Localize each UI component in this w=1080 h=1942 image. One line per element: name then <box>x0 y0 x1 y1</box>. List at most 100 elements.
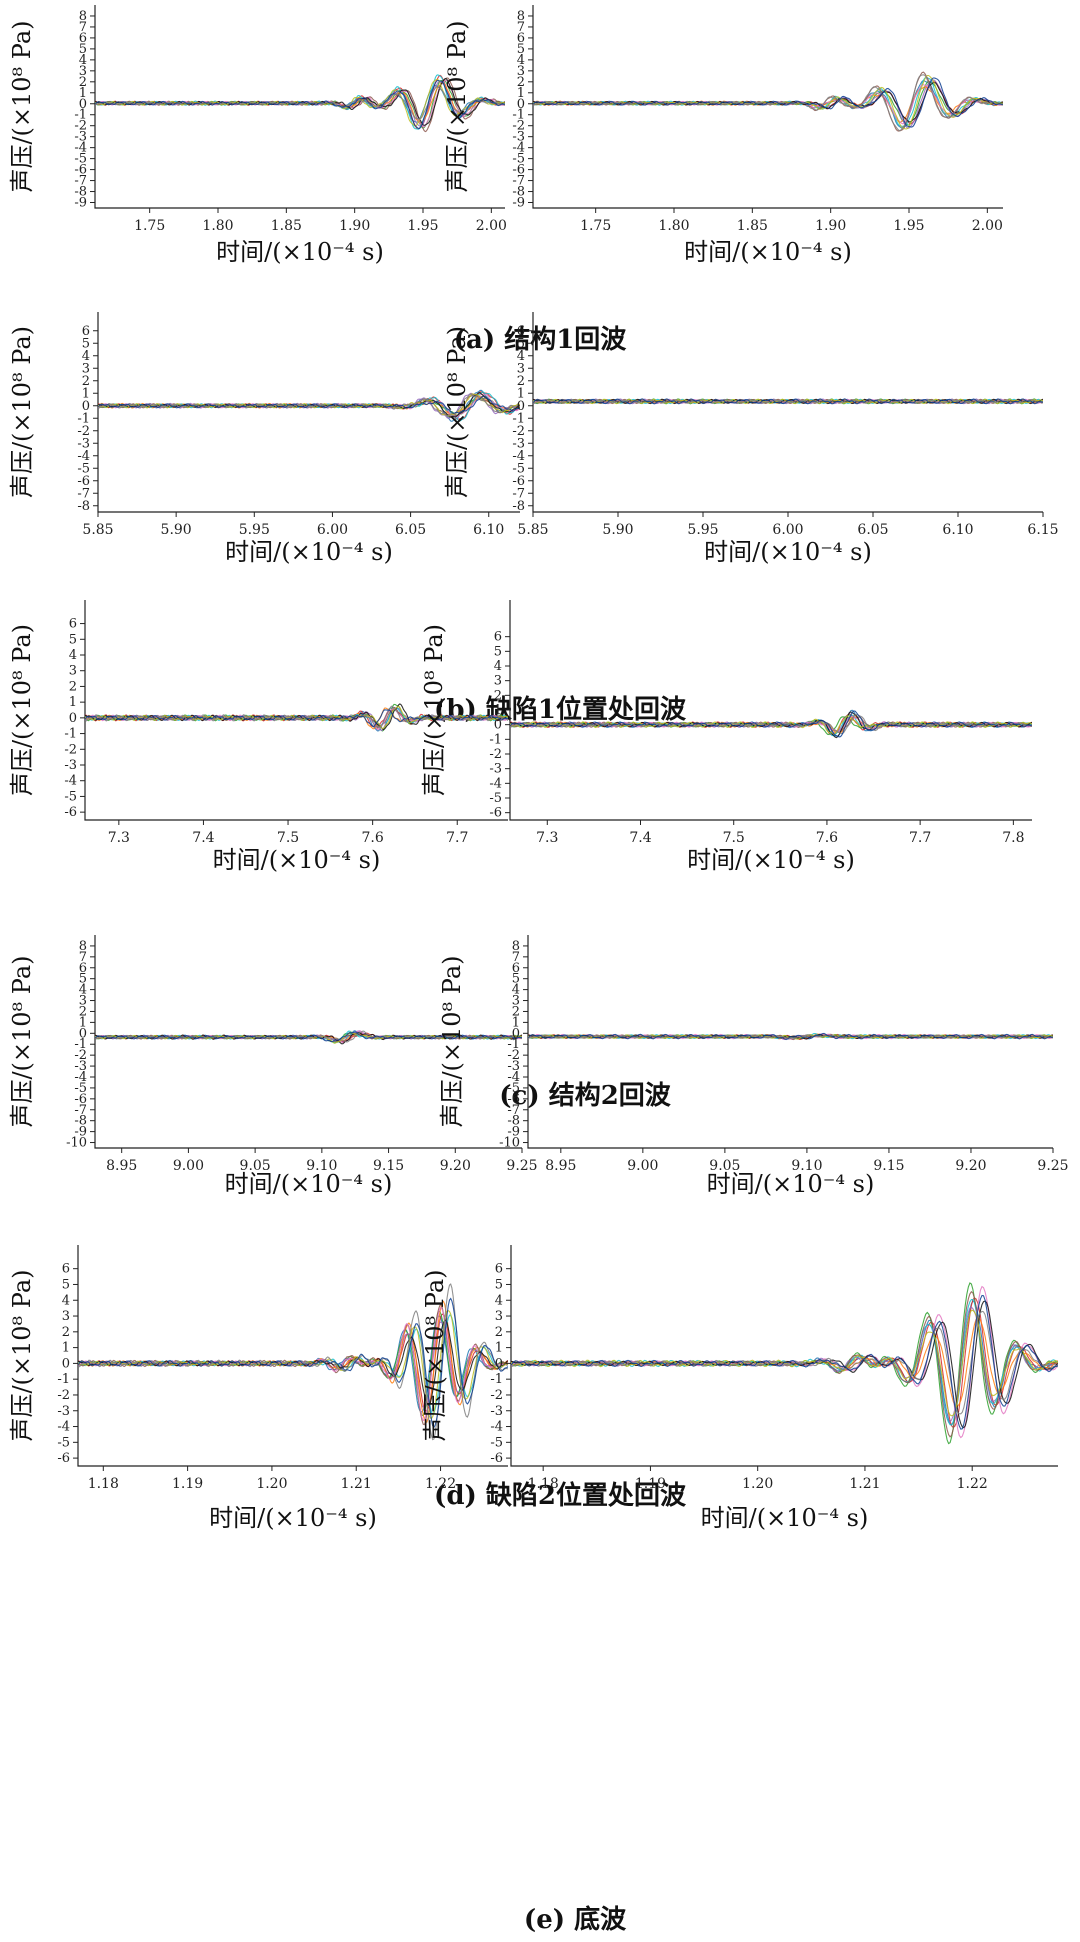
y-axis-label: 声压/(×10⁸ Pa) <box>421 1269 449 1441</box>
y-tick-label: 8 <box>79 939 87 954</box>
y-tick-label: 2 <box>79 1004 87 1019</box>
y-tick-label: -4 <box>512 449 525 464</box>
y-tick-label: -5 <box>74 152 87 167</box>
waveform-group <box>95 1030 522 1045</box>
waveform-series <box>533 398 1043 404</box>
y-tick-label: -6 <box>64 805 77 820</box>
y-tick-label: -4 <box>74 141 87 156</box>
y-tick-label: 6 <box>495 1262 503 1277</box>
y-tick-label: -2 <box>490 1388 503 1403</box>
waveform-series <box>511 1309 1058 1417</box>
x-tick-label: 9.25 <box>506 1158 537 1174</box>
y-tick-label: -7 <box>77 486 90 501</box>
x-axis-label: 时间/(×10⁻⁴ s) <box>684 238 852 266</box>
y-tick-label: 2 <box>82 374 90 389</box>
x-axis-label: 时间/(×10⁻⁴ s) <box>213 846 381 874</box>
y-axis-label: 声压/(×10⁸ Pa) <box>438 955 466 1127</box>
y-tick-label: -9 <box>512 196 525 211</box>
x-tick-label: 7.5 <box>723 830 745 846</box>
y-tick-label: -7 <box>512 174 525 189</box>
waveform-series <box>510 710 1032 738</box>
y-tick-label: -1 <box>57 1372 70 1387</box>
waveform-series <box>85 709 508 727</box>
y-tick-label: -4 <box>507 1070 520 1085</box>
x-tick-label: 1.21 <box>341 1476 372 1492</box>
waveform-group <box>95 74 505 133</box>
waveform-group <box>510 709 1032 739</box>
y-tick-label: -8 <box>74 1114 87 1129</box>
y-tick-label: -4 <box>57 1420 70 1435</box>
x-tick-label: 1.21 <box>849 1476 880 1492</box>
x-tick-label: 1.85 <box>737 218 768 234</box>
x-tick-label: 1.75 <box>580 218 611 234</box>
y-tick-label: 2 <box>512 1004 520 1019</box>
y-tick-label: -6 <box>512 474 525 489</box>
waveform-group <box>78 1283 508 1441</box>
y-tick-label: -2 <box>512 424 525 439</box>
y-tick-label: -6 <box>74 163 87 178</box>
axis-frame <box>510 1245 1058 1467</box>
waveform-series <box>533 77 1003 128</box>
y-tick-label: -5 <box>77 461 90 476</box>
y-tick-label: 3 <box>512 994 520 1009</box>
y-tick-label: -2 <box>57 1388 70 1403</box>
y-tick-label: -8 <box>77 499 90 514</box>
waveform-series <box>98 393 520 417</box>
y-tick-label: 4 <box>495 1293 503 1308</box>
y-tick-label: 0 <box>79 1026 87 1041</box>
y-tick-label: 1 <box>512 1015 520 1030</box>
y-tick-label: 5 <box>517 42 525 57</box>
x-tick-label: 5.90 <box>602 522 633 538</box>
y-tick-label: -9 <box>507 1125 520 1140</box>
y-tick-label: 3 <box>62 1309 70 1324</box>
x-tick-label: 7.4 <box>629 830 651 846</box>
x-tick-label: 5.95 <box>239 522 270 538</box>
y-tick-label: -5 <box>489 791 502 806</box>
y-tick-label: 3 <box>517 64 525 79</box>
y-tick-label: 1 <box>495 1341 503 1356</box>
y-tick-label: -3 <box>512 130 525 145</box>
y-tick-label: 6 <box>69 617 77 632</box>
y-tick-label: 8 <box>79 9 87 24</box>
y-tick-label: 8 <box>517 9 525 24</box>
y-tick-label: 3 <box>495 1309 503 1324</box>
y-tick-label: 4 <box>62 1293 70 1308</box>
y-tick-label: -7 <box>74 174 87 189</box>
y-tick-label: -4 <box>77 449 90 464</box>
y-axis-label: 声压/(×10⁸ Pa) <box>8 624 36 796</box>
waveform-series <box>528 1034 1053 1040</box>
y-tick-label: -3 <box>512 436 525 451</box>
y-tick-label: -3 <box>74 1059 87 1074</box>
waveform-group <box>98 389 520 422</box>
y-tick-label: -4 <box>64 774 77 789</box>
x-tick-label: 1.19 <box>172 1476 203 1492</box>
x-tick-label: 1.20 <box>742 1476 773 1492</box>
y-tick-label: -1 <box>74 108 87 123</box>
y-tick-label: -5 <box>512 152 525 167</box>
y-tick-label: 7 <box>517 20 525 35</box>
y-tick-label: -1 <box>77 411 90 426</box>
axis-frame <box>77 1245 508 1467</box>
axis-frame <box>94 935 522 1149</box>
x-tick-label: 9.05 <box>240 1158 271 1174</box>
y-tick-label: -1 <box>64 727 77 742</box>
y-tick-label: -1 <box>490 1372 503 1387</box>
x-tick-label: 6.15 <box>1027 522 1058 538</box>
axis-frame <box>527 935 1053 1149</box>
x-tick-label: 9.15 <box>873 1158 904 1174</box>
y-tick-label: 1 <box>62 1341 70 1356</box>
x-tick-label: 1.95 <box>407 218 438 234</box>
y-tick-label: 7 <box>512 950 520 965</box>
y-tick-label: -3 <box>74 130 87 145</box>
waveform-series <box>533 398 1043 405</box>
x-axis-label: 时间/(×10⁻⁴ s) <box>704 538 872 566</box>
y-tick-label: 6 <box>82 324 90 339</box>
y-tick-label: -2 <box>507 1048 520 1063</box>
y-tick-label: 1 <box>517 86 525 101</box>
